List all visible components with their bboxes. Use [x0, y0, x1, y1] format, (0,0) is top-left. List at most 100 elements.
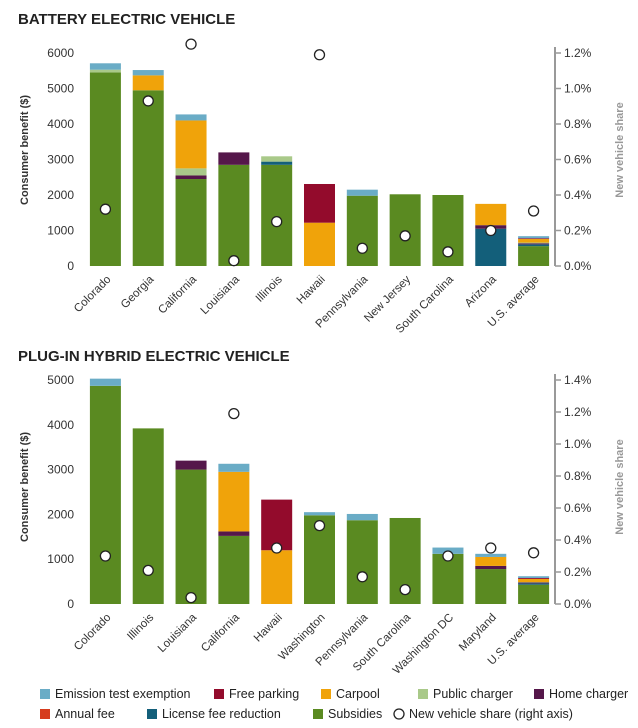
y-tick-label-bev-2: 2000 [47, 188, 74, 202]
bar-phev-hawaii-carpool [261, 550, 293, 604]
share-marker-bev-california [185, 38, 197, 50]
y-tick-label-phev-4: 4000 [47, 418, 74, 432]
bar-bev-louisiana-subsidies [218, 164, 250, 266]
bar-phev-california-subsidies [218, 535, 250, 604]
chart-title-phev: PLUG-IN HYBRID ELECTRIC VEHICLE [18, 348, 290, 365]
legend-label-home: Home charger [549, 687, 628, 701]
bar-bev-illinois-subsidies [261, 164, 293, 266]
bar-phev-hawaii-parking [261, 499, 293, 551]
bar-phev-u-s-average-carpool [518, 578, 550, 583]
bar-phev-u-s-average-emission [518, 576, 550, 579]
bar-bev-georgia-carpool [132, 75, 164, 91]
bar-phev-california-carpool [218, 471, 250, 532]
y-tick-label-phev-0: 0 [67, 597, 74, 611]
bar-bev-colorado-public [89, 69, 121, 73]
y2-axis-label-phev: New vehicle share [614, 439, 626, 534]
bar-phev-louisiana-home [175, 460, 207, 470]
y2-tick-label-phev-1: 0.2% [564, 565, 592, 579]
bar-phev-pennsylvania-emission [346, 513, 378, 521]
share-marker-bev-south-carolina [442, 246, 454, 258]
bar-bev-georgia-subsidies [132, 90, 164, 267]
bar-bev-illinois-public [261, 156, 293, 162]
category-label-phev-colorado: Colorado [72, 612, 113, 653]
bar-bev-u-s-average-public [518, 242, 550, 244]
bar-bev-new-jersey-subsidies [389, 194, 421, 266]
share-marker-phev-california [228, 407, 240, 420]
category-label-bev-georgia: Georgia [119, 273, 157, 311]
legend-swatch-annual [40, 709, 50, 719]
y2-tick-label-phev-4: 0.8% [564, 469, 592, 483]
share-marker-phev-south-carolina [399, 583, 411, 596]
share-marker-phev-washington-dc [442, 550, 454, 562]
legend-swatch-license [147, 709, 157, 719]
chart-plugin-hybrid: PLUG-IN HYBRID ELECTRIC VEHICLE Consumer… [18, 348, 626, 677]
share-marker-phev-hawaii [271, 542, 283, 554]
share-marker-phev-colorado [99, 550, 112, 562]
y2-tick-label-phev-6: 1.2% [564, 405, 592, 419]
y-tick-label-bev-5: 5000 [47, 82, 74, 96]
y2-tick-label-bev-6: 1.2% [564, 46, 592, 60]
y2-tick-label-phev-2: 0.4% [564, 533, 592, 547]
category-label-bev-arizona: Arizona [463, 273, 499, 309]
legend-label-emission: Emission test exemption [55, 687, 191, 701]
bar-phev-pennsylvania-subsidies [346, 520, 378, 604]
bar-bev-georgia-emission [132, 70, 164, 76]
bar-phev-louisiana-subsidies [175, 469, 207, 604]
bar-bev-colorado-emission [89, 63, 121, 70]
category-label-bev-california: California [156, 273, 199, 316]
legend-label-annual: Annual fee [55, 707, 115, 721]
share-marker-phev-illinois [142, 564, 154, 577]
bar-bev-louisiana-home [218, 152, 250, 165]
bar-bev-u-s-average-license [518, 244, 550, 247]
bar-bev-arizona-carpool [475, 203, 507, 226]
legend-label-subsidies: Subsidies [328, 707, 382, 721]
bar-bev-california-carpool [175, 120, 207, 169]
y-tick-label-phev-2: 2000 [47, 507, 74, 521]
y2-tick-label-bev-3: 0.6% [564, 153, 592, 167]
chart-title-bev: BATTERY ELECTRIC VEHICLE [18, 11, 235, 28]
share-marker-bev-louisiana [228, 255, 240, 267]
legend-swatch-home [534, 689, 544, 699]
bar-phev-maryland-subsidies [475, 569, 507, 604]
bar-bev-u-s-average-home [518, 243, 550, 245]
share-marker-bev-georgia [142, 95, 154, 107]
category-label-phev-california: California [199, 611, 242, 654]
y2-tick-label-phev-0: 0.0% [564, 597, 592, 611]
bar-phev-california-emission [218, 463, 250, 472]
bar-phev-maryland-home [475, 565, 507, 570]
category-label-bev-illinois: Illinois [254, 273, 285, 304]
bar-phev-u-s-average-subsidies [518, 584, 550, 604]
share-marker-phev-u-s-average [527, 547, 540, 559]
bar-phev-u-s-average-license [518, 583, 550, 585]
bar-bev-u-s-average-subsidies [518, 246, 550, 266]
legend-marker-share [393, 708, 405, 720]
bar-bev-pennsylvania-subsidies [346, 195, 378, 266]
category-label-bev-hawaii: Hawaii [295, 274, 328, 307]
legend-label-public: Public charger [433, 687, 513, 701]
share-marker-bev-hawaii [313, 49, 326, 61]
bar-phev-illinois-subsidies [132, 428, 164, 604]
bar-phev-washington-dc-subsidies [432, 553, 464, 604]
share-marker-bev-u-s-average [527, 205, 540, 217]
share-marker-bev-illinois [271, 215, 283, 228]
share-marker-bev-new-jersey [399, 230, 411, 242]
category-label-bev-louisiana: Louisiana [199, 273, 243, 317]
y2-tick-label-bev-1: 0.2% [564, 224, 592, 238]
legend-label-share: New vehicle share (right axis) [409, 707, 573, 721]
share-marker-bev-arizona [485, 224, 497, 237]
bar-bev-california-home [175, 175, 207, 180]
y-tick-label-bev-6: 6000 [47, 46, 74, 60]
share-marker-bev-pennsylvania [356, 242, 368, 254]
y-tick-label-bev-0: 0 [67, 259, 74, 273]
bar-phev-u-s-average-parking [518, 578, 550, 579]
bar-bev-hawaii-parking [304, 183, 335, 223]
bar-phev-california-home [218, 531, 250, 536]
bar-phev-colorado-subsidies [89, 385, 121, 604]
legend-swatch-emission [40, 689, 50, 699]
bar-bev-california-emission [175, 114, 207, 121]
bar-bev-u-s-average-parking [518, 238, 550, 240]
bar-bev-colorado-subsidies [89, 72, 121, 267]
category-label-bev-colorado: Colorado [72, 274, 113, 315]
legend-swatch-parking [214, 689, 224, 699]
